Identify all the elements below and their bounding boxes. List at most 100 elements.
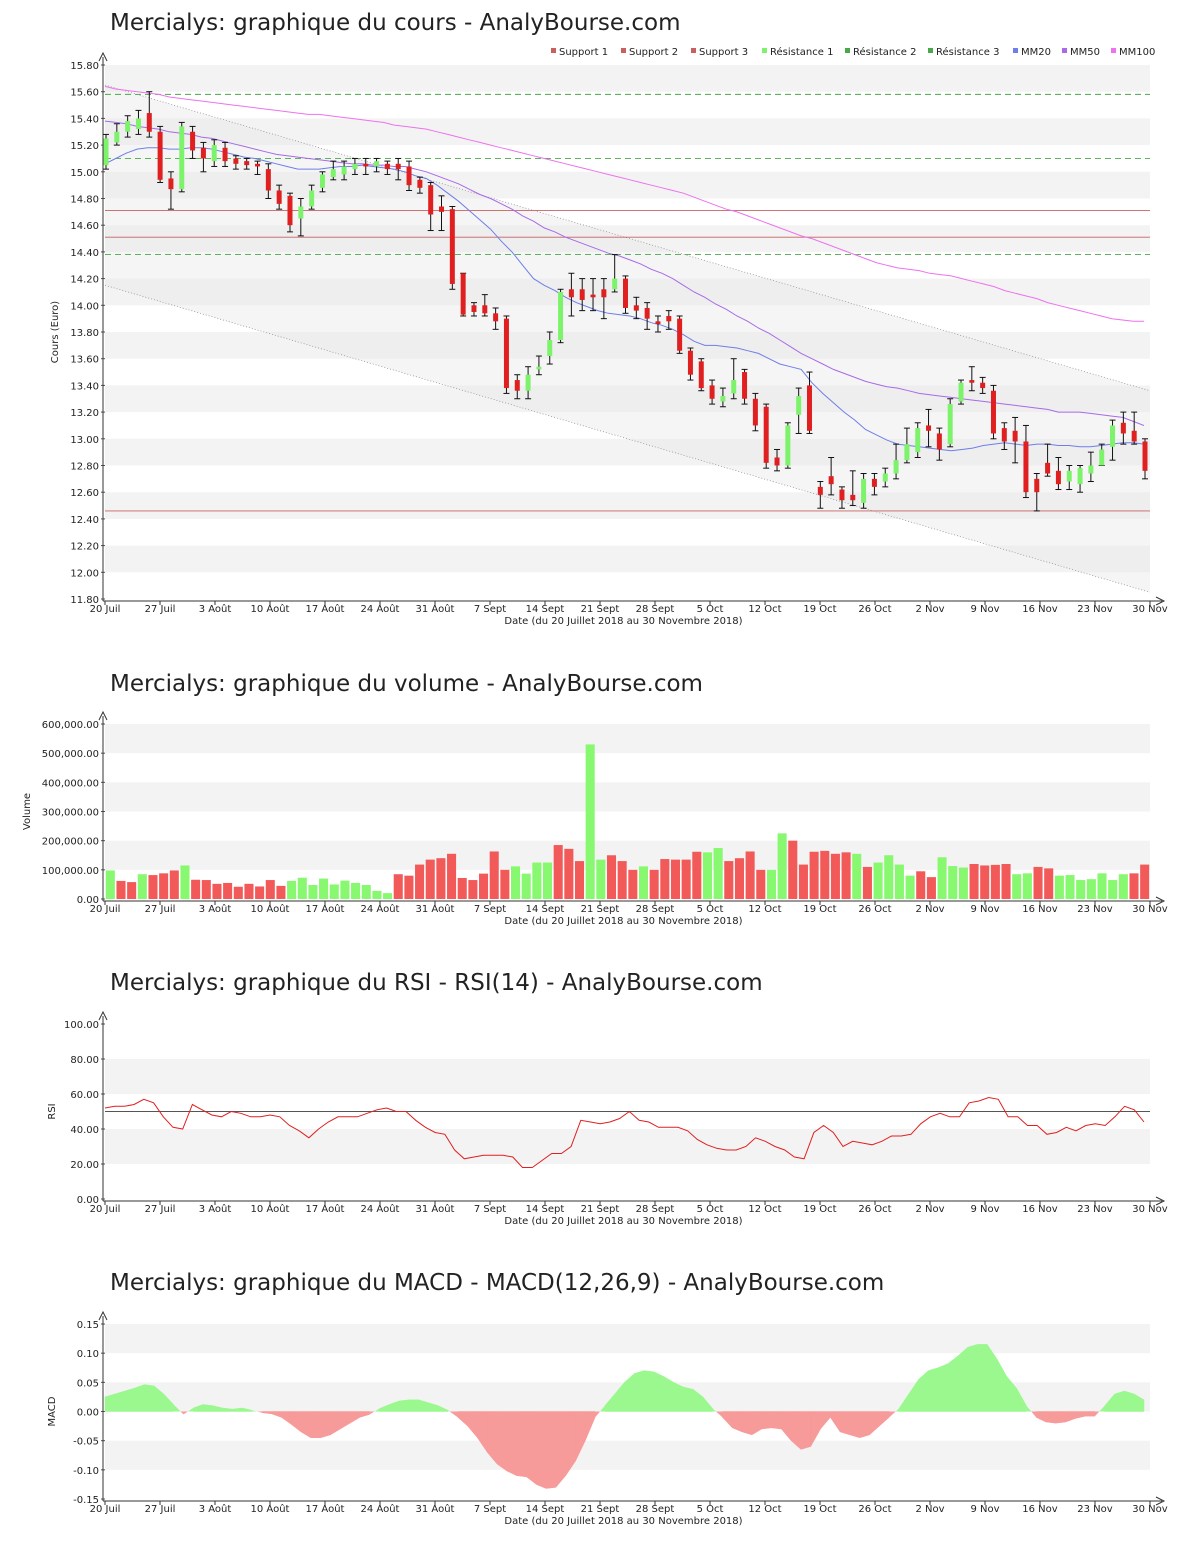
price-x-tick-label: 20 Juil: [90, 604, 121, 615]
candle-down: [817, 486, 823, 495]
volume-chart-title: Mercialys: graphique du volume - AnalyBo…: [110, 671, 703, 697]
volume-x-tick-label: 2 Nov: [915, 904, 944, 915]
volume-y-label: Volume: [22, 793, 33, 830]
volume-bar: [1012, 874, 1022, 899]
candle-down: [482, 305, 488, 314]
macd-area-positive: [1114, 1390, 1125, 1412]
candle-up: [330, 169, 336, 178]
macd-area-positive: [114, 1390, 125, 1412]
macd-x-tick-label: 2 Nov: [915, 1504, 944, 1515]
candle-down: [623, 278, 628, 308]
macd-chart: -0.15 -0.10 -0.05 0.00 0.05 0.10 0.15 MACD 20 Ju…: [47, 1310, 1168, 1527]
rsi-x-tick-label: 17 Août: [306, 1203, 345, 1215]
volume-bar: [1140, 864, 1150, 899]
rsi-y-tick-label: 100.00: [64, 1020, 99, 1031]
legend-label: MM20: [1021, 47, 1051, 58]
macd-area-positive: [986, 1343, 998, 1412]
candle-down: [687, 350, 693, 375]
volume-x-tick-label: 17 Août: [306, 903, 345, 915]
price-grid-band: [105, 438, 1150, 466]
volume-bar: [105, 870, 115, 899]
candle-up: [319, 174, 325, 188]
volume-bar: [830, 853, 840, 899]
candle-down: [503, 318, 509, 389]
candle-down: [514, 380, 520, 391]
macd-y-tick-label: -0.15: [73, 1495, 99, 1506]
macd-area-negative: [536, 1411, 547, 1489]
macd-area-negative: [281, 1411, 292, 1425]
macd-area-positive: [124, 1387, 135, 1412]
volume-bar: [180, 865, 190, 899]
price-y-tick-label: 15.80: [70, 61, 99, 72]
volume-bar: [1097, 873, 1107, 899]
volume-x-tick-label: 3 Août: [199, 903, 232, 915]
volume-bar: [308, 885, 318, 899]
macd-area-positive: [1133, 1393, 1145, 1412]
candle-up: [125, 121, 131, 132]
rsi-y-tick-label: 0.00: [77, 1195, 99, 1206]
candle-down: [601, 289, 607, 298]
price-grid-band: [105, 545, 1150, 573]
volume-bar: [1033, 866, 1043, 899]
volume-bar: [479, 873, 489, 899]
price-x-tick-label: 12 Oct: [748, 604, 781, 615]
macd-area-positive: [374, 1408, 380, 1412]
volume-bar: [265, 880, 275, 899]
macd-area-positive: [1006, 1375, 1017, 1412]
candle-down: [395, 163, 401, 170]
volume-grid-band: [105, 782, 1150, 812]
macd-x-tick-label: 10 Août: [251, 1503, 290, 1515]
volume-x-tick-label: 9 Nov: [970, 904, 999, 915]
rsi-x-tick-label: 30 Nov: [1132, 1204, 1168, 1215]
volume-bar: [447, 853, 457, 899]
candle-down: [1012, 430, 1018, 442]
rsi-y-axis-arrow: [98, 1010, 108, 1021]
macd-area-negative: [359, 1411, 370, 1418]
candle-up: [352, 163, 358, 170]
macd-area-negative: [261, 1411, 272, 1415]
candle-down: [168, 178, 174, 190]
macd-area-negative: [585, 1411, 596, 1441]
candle-up: [525, 374, 531, 391]
rsi-x-tick-label: 14 Sept: [526, 1204, 565, 1215]
candle-up: [536, 366, 542, 370]
volume-bar: [276, 885, 286, 899]
candle-down: [1034, 478, 1040, 493]
candle-down: [677, 318, 683, 351]
volume-x-tick-label: 14 Sept: [526, 904, 565, 915]
volume-bar: [585, 744, 595, 899]
macd-area-positive: [202, 1404, 214, 1412]
volume-bar: [916, 871, 926, 899]
volume-bar: [244, 883, 254, 899]
volume-bar: [841, 852, 851, 899]
macd-area-negative: [751, 1411, 762, 1436]
volume-bar: [329, 884, 339, 899]
price-grid-band: [105, 385, 1150, 413]
rsi-chart-title: Mercialys: graphique du RSI - RSI(14) - …: [110, 970, 763, 996]
candle-down: [222, 147, 228, 162]
candle-down: [265, 169, 271, 191]
candle-down: [633, 305, 639, 311]
rsi-grid-band: [105, 1129, 1150, 1164]
macd-x-label: Date (du 20 Juillet 2018 au 30 Novembre …: [504, 1516, 742, 1527]
candle-down: [579, 289, 585, 300]
macd-area-positive: [937, 1363, 949, 1412]
rsi-x-tick-label: 27 Juil: [145, 1204, 176, 1215]
volume-bar: [980, 865, 990, 899]
macd-area-negative: [820, 1411, 831, 1430]
macd-area-negative: [1075, 1411, 1086, 1419]
volume-bar: [702, 852, 713, 899]
macd-area-positive: [663, 1376, 674, 1412]
candle-down: [1142, 441, 1148, 471]
macd-area-negative: [1035, 1411, 1047, 1423]
volume-bar: [926, 877, 936, 899]
macd-area-negative: [183, 1411, 188, 1415]
price-x-tick-label: 28 Sept: [636, 604, 675, 615]
macd-area-positive: [104, 1393, 116, 1412]
candle-down: [1001, 428, 1007, 442]
volume-y-tick-label: 400,000.00: [42, 778, 99, 789]
price-y-tick-label: 15.60: [70, 88, 99, 99]
rsi-x-label: Date (du 20 Juillet 2018 au 30 Novembre …: [504, 1216, 742, 1227]
volume-x-tick-label: 20 Juil: [90, 904, 121, 915]
price-y-axis-arrow: [98, 51, 108, 62]
